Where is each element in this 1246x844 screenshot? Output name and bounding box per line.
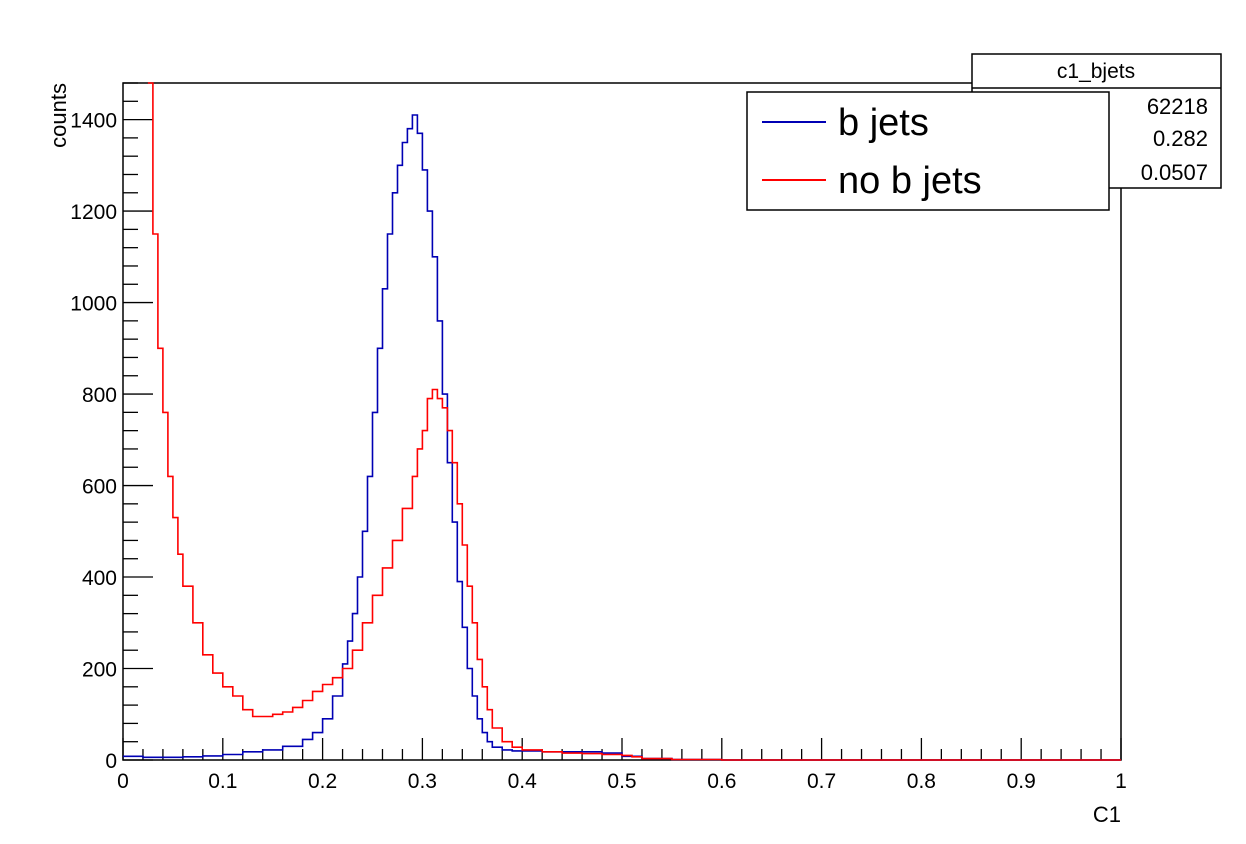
y-tick-label: 200 (82, 659, 117, 682)
y-tick-label: 600 (82, 476, 117, 499)
x-tick-label: 0.4 (508, 770, 538, 793)
series-line-no-b-jets (147, 82, 1121, 761)
stats-entries-value: 62218 (1147, 94, 1208, 119)
series-line-b-jets (123, 114, 1121, 761)
y-tick-label: 1000 (70, 293, 117, 316)
x-tick-label: 0 (117, 770, 129, 793)
y-axis-title: counts (46, 83, 71, 148)
x-tick-label: 0.9 (1007, 770, 1036, 793)
x-tick-label: 0.5 (607, 770, 636, 793)
x-tick-label: 1 (1115, 770, 1127, 793)
stats-box-title: c1_bjets (1057, 60, 1135, 83)
legend-frame (746, 91, 1110, 211)
y-axis-ticks: 0 200 400 600 800 1000 1200 1400 (70, 82, 153, 773)
y-tick-label: 0 (105, 750, 117, 773)
legend-label-no-b-jets: no b jets (838, 160, 982, 202)
x-axis-ticks: 0 0.1 0.2 0.3 0.4 0.5 0.6 0.7 0.8 0.9 1 (117, 738, 1127, 793)
x-axis-title: C1 (1093, 802, 1121, 827)
legend-label-b-jets: b jets (838, 102, 929, 144)
y-tick-label: 400 (82, 567, 117, 590)
x-tick-label: 0.1 (208, 770, 237, 793)
x-tick-label: 0.7 (807, 770, 836, 793)
x-tick-label: 0.6 (707, 770, 736, 793)
y-tick-label: 1400 (70, 110, 117, 133)
series-layer (123, 82, 1121, 761)
x-tick-label: 0.2 (308, 770, 337, 793)
legend: b jets no b jets (746, 91, 1110, 211)
stats-stddev-value: 0.0507 (1141, 160, 1208, 185)
x-tick-label: 0.3 (408, 770, 437, 793)
stats-mean-value: 0.282 (1153, 126, 1208, 151)
y-tick-label: 1200 (70, 201, 117, 224)
y-tick-label: 800 (82, 384, 117, 407)
x-tick-label: 0.8 (907, 770, 936, 793)
